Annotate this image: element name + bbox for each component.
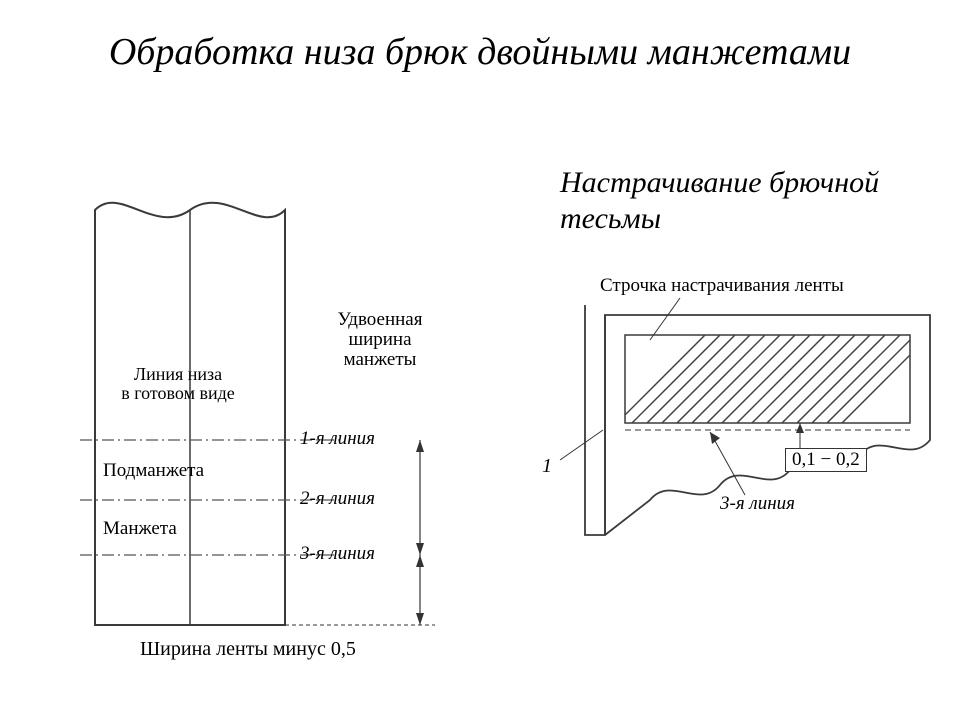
right-diagram <box>530 280 950 580</box>
label-stitch-top: Строчка настрачивания ленты <box>600 275 844 297</box>
left-diagram <box>60 160 490 680</box>
label-line2: 2-я линия <box>300 488 375 510</box>
label-one: 1 <box>542 455 552 478</box>
label-hem-line: Линия низав готовом виде <box>108 365 248 403</box>
label-podmanzheta: Подманжета <box>103 460 204 482</box>
label-line1: 1-я линия <box>300 428 375 450</box>
label-doubled-width: Удвоеннаяширинаманжеты <box>320 310 440 370</box>
label-bottom-dim: Ширина ленты минус 0,5 <box>140 638 356 661</box>
subtitle: Настрачивание брючной тесьмы <box>560 165 900 237</box>
label-line3: 3-я линия <box>300 543 375 565</box>
label-dim: 0,1 − 0,2 <box>785 448 867 472</box>
label-manzheta: Манжета <box>103 518 177 540</box>
page-title: Обработка низа брюк двойными манжетами <box>0 30 960 76</box>
label-right-line3: 3-я линия <box>720 493 795 515</box>
